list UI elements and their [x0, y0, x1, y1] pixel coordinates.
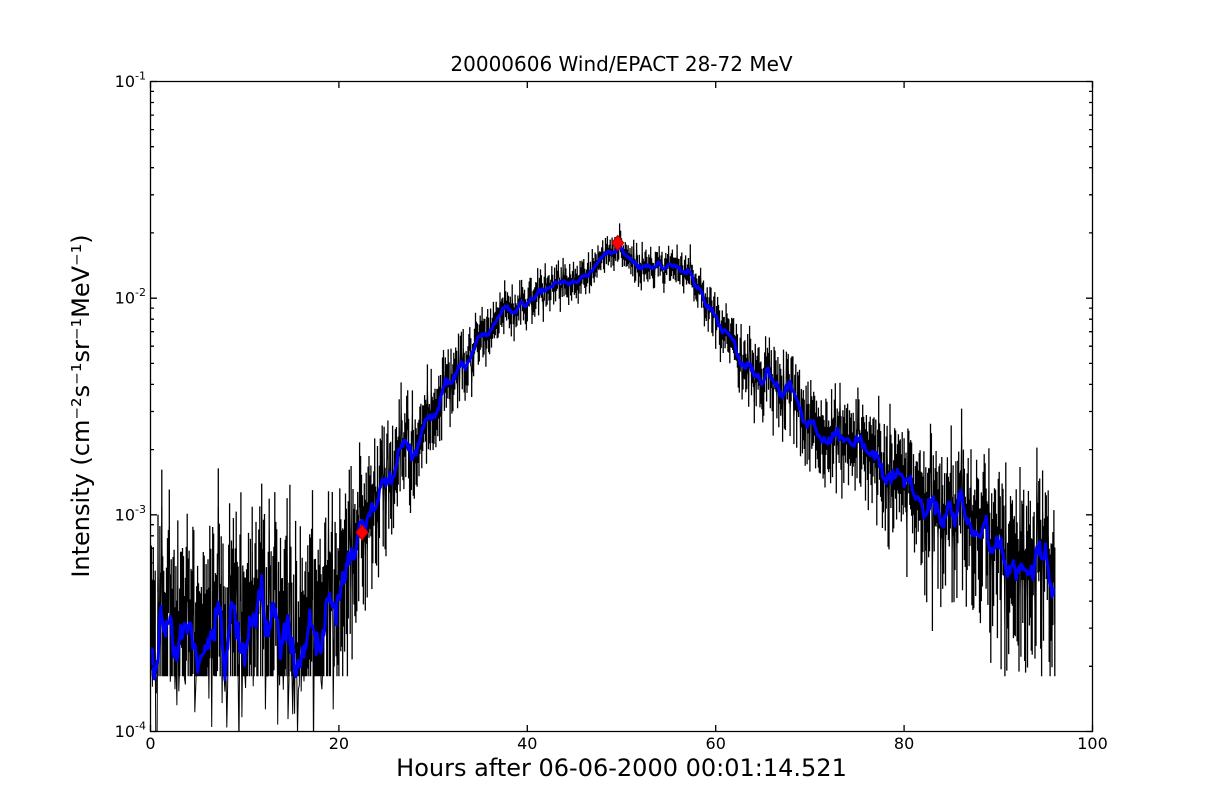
event-marker-diamond	[355, 524, 369, 541]
y-tick-label: 10-2	[115, 286, 146, 308]
x-tick-label: 100	[1077, 734, 1108, 753]
event-marker-diamond	[611, 234, 625, 252]
y-tick-label: 10-3	[115, 503, 146, 525]
x-tick-label: 80	[894, 734, 914, 753]
y-tick-label: 10-4	[115, 720, 146, 742]
y-axis-label: Intensity (cm⁻²s⁻¹sr⁻¹MeV⁻¹)	[67, 234, 95, 578]
x-tick-label: 40	[517, 734, 537, 753]
smoothed-line-series	[150, 244, 1056, 682]
x-tick-label: 60	[706, 734, 726, 753]
chart-title: 20000606 Wind/EPACT 28-72 MeV	[450, 52, 793, 76]
tick-marks	[149, 80, 1094, 733]
data-layer	[150, 223, 1056, 732]
x-tick-label: 20	[329, 734, 349, 753]
x-axis-label: Hours after 06-06-2000 00:01:14.521	[396, 754, 847, 782]
y-tick-label: 10-1	[115, 70, 146, 92]
x-tick-label: 0	[145, 734, 155, 753]
raw-line-series	[150, 233, 1056, 732]
